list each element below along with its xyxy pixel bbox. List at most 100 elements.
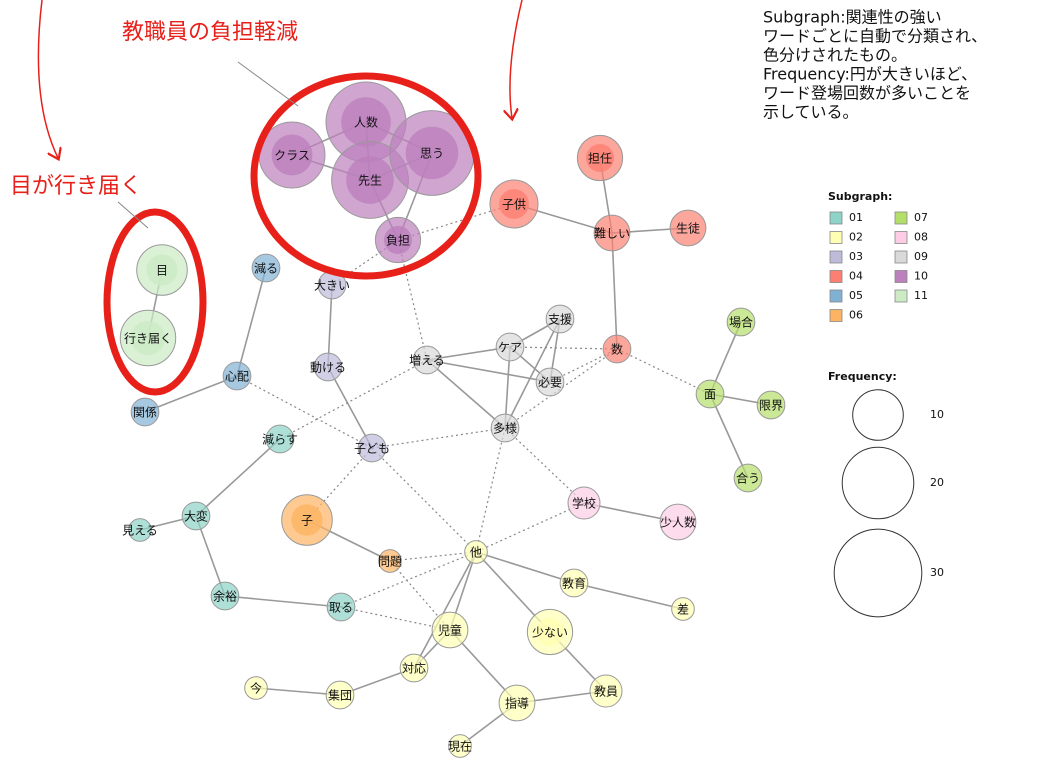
note-line: Subgraph:関連性の強い — [763, 8, 942, 27]
node-label: 生徒 — [676, 222, 700, 236]
legend-value: 30 — [930, 566, 944, 579]
legend-label: 03 — [849, 250, 863, 263]
node-label: 増える — [409, 354, 445, 368]
node — [412, 345, 442, 375]
legend-value: 20 — [930, 476, 944, 489]
node-label: 減らす — [262, 432, 298, 447]
node-label: 多様 — [493, 422, 517, 436]
arrow — [510, 0, 523, 118]
node — [535, 367, 565, 397]
node — [431, 611, 469, 649]
legend-label: 01 — [849, 211, 863, 224]
node — [265, 424, 295, 454]
legend-circle — [833, 528, 923, 618]
node-label: 先生 — [358, 174, 382, 188]
node-label: 思う — [420, 147, 444, 161]
legend-label: 10 — [914, 270, 928, 283]
node — [669, 209, 707, 247]
legend-swatch — [894, 289, 908, 303]
node-label: 人数 — [354, 115, 378, 130]
node-label: 心配 — [225, 370, 249, 384]
node — [671, 597, 695, 621]
legend-label: 05 — [849, 289, 863, 302]
node-label: 減る — [254, 261, 278, 276]
edge — [709, 393, 749, 479]
node — [325, 680, 355, 710]
node-core — [271, 134, 313, 176]
node — [593, 214, 631, 252]
arrow — [37, 0, 58, 158]
node-label: 大きい — [314, 279, 350, 293]
node — [659, 503, 697, 541]
node — [695, 379, 725, 409]
node — [326, 592, 356, 622]
node — [602, 334, 632, 364]
node-label: 児童 — [438, 623, 462, 638]
edge — [475, 551, 575, 584]
node-label: 学校 — [572, 496, 596, 511]
node — [244, 676, 268, 700]
node — [756, 390, 786, 420]
legend-value: 10 — [930, 408, 944, 421]
node-label: 差 — [677, 603, 689, 617]
node-label: 場合 — [729, 315, 753, 330]
legend-swatch — [829, 250, 843, 264]
node-core — [405, 126, 459, 180]
node-label: 問題 — [378, 555, 402, 569]
legend-swatch — [829, 231, 843, 244]
node-label: 子 — [301, 514, 313, 528]
legend-label: 07 — [914, 211, 928, 224]
note-line: 色分けされたもの。 — [763, 46, 907, 65]
node — [545, 304, 575, 334]
node — [313, 352, 343, 382]
edge — [573, 582, 684, 610]
node-label: 指導 — [505, 696, 529, 711]
node — [589, 674, 623, 708]
edge — [327, 366, 373, 449]
node-label: 集団 — [328, 688, 352, 703]
node-label: 子供 — [502, 198, 526, 212]
node — [210, 581, 240, 611]
legend-label: 08 — [914, 231, 928, 244]
node — [130, 397, 160, 427]
node-label: 支援 — [548, 313, 572, 327]
node-label: 限界 — [759, 399, 783, 413]
pointer — [237, 61, 299, 107]
note-line: 示している。 — [763, 103, 859, 122]
legend-title: Subgraph: — [828, 190, 892, 203]
edge-dotted — [504, 427, 585, 504]
legend-swatch — [894, 211, 908, 225]
node-core — [130, 320, 166, 356]
note: Subgraph:関連性の強いワードごとに自動で分類され、色分けされたもの。Fr… — [763, 8, 987, 122]
edge-dotted — [616, 348, 711, 395]
node-core — [535, 617, 565, 647]
edge-dotted — [509, 346, 618, 350]
node — [181, 501, 211, 531]
legend-label: 04 — [849, 270, 863, 283]
node-core — [291, 504, 323, 536]
edge-dotted — [340, 606, 451, 631]
node — [399, 653, 429, 683]
node-label: 目 — [156, 264, 168, 278]
node-core — [585, 143, 615, 173]
node-label: 教員 — [594, 684, 618, 699]
legend-swatch — [894, 270, 908, 283]
node-label: 対応 — [402, 662, 426, 676]
node — [726, 307, 756, 337]
edge-dotted — [371, 447, 477, 553]
legend-label: 11 — [914, 289, 928, 302]
node-core — [146, 254, 178, 286]
edge — [504, 318, 561, 429]
legend-title: Frequency: — [828, 370, 897, 383]
edge — [224, 595, 342, 608]
highlight-ellipse — [250, 72, 482, 280]
edge-dotted — [340, 551, 477, 608]
node-label: 数 — [611, 342, 623, 357]
node-label: クラス — [274, 149, 310, 163]
legend-swatch — [894, 250, 908, 264]
node-label: 今 — [250, 681, 262, 696]
node-label: 動ける — [310, 361, 346, 375]
edge-dotted — [371, 427, 506, 449]
